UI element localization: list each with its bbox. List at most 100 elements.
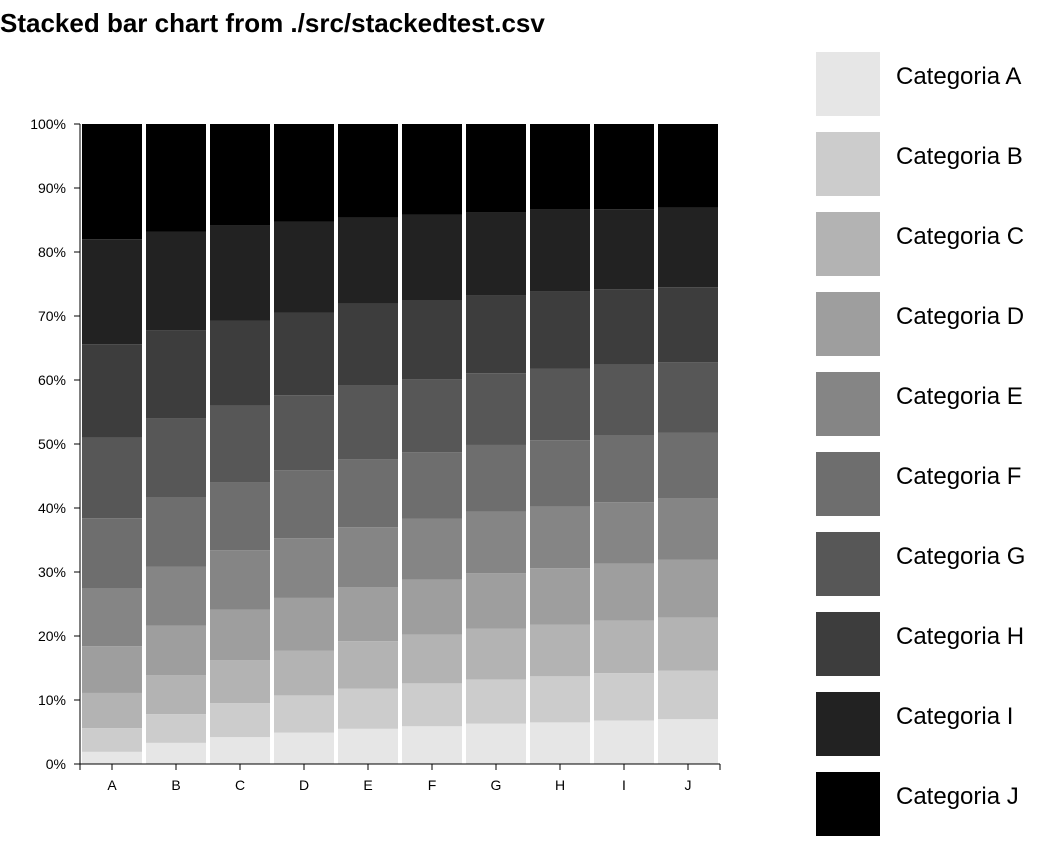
bar-segment-C-5 [210,550,270,610]
legend-label: Categoria H [896,623,1024,650]
bar-segment-D-6 [274,470,334,539]
bar-segment-I-7 [594,364,654,436]
y-tick-label: 70% [38,308,66,324]
x-tick-label-E: E [363,777,372,793]
legend-label: Categoria E [896,383,1023,410]
bar-segment-J-5 [658,498,718,560]
legend-label: Categoria A [896,63,1021,90]
bar-segment-B-4 [146,625,206,676]
bar-segment-F-2 [402,683,462,727]
bar-segment-H-5 [530,506,590,569]
bar-segment-I-3 [594,620,654,674]
legend-label: Categoria J [896,783,1019,810]
bar-segment-E-4 [338,587,398,642]
bar-segment-B-5 [146,566,206,626]
y-tick-label: 10% [38,692,66,708]
legend-label: Categoria D [896,303,1024,330]
bar-segment-B-7 [146,418,206,498]
legend-swatch [816,132,880,196]
bar-segment-E-7 [338,385,398,460]
bar-segment-E-9 [338,217,398,304]
bar-segment-I-10 [594,124,654,210]
bar-segment-B-1 [146,742,206,764]
bar-segment-F-6 [402,452,462,519]
y-axis: 0% 10% 20% 30% 40% 50% 60% 70% 80% 90% 100% [30,116,81,772]
bar-segment-C-1 [210,737,270,764]
bar-segment-A-5 [82,588,142,647]
chart-title: Stacked bar chart from ./src/stackedtest… [0,8,545,38]
bar-segment-B-8 [146,330,206,419]
bar-segment-D-4 [274,597,334,651]
x-tick-label-A: A [107,777,117,793]
x-axis: A B C D E F G H I J [79,763,721,793]
bar-segment-C-2 [210,703,270,738]
y-tick-label: 80% [38,244,66,260]
bar-segment-J-8 [658,287,718,363]
bar-segment-G-8 [466,295,526,374]
bar-segment-C-4 [210,609,270,661]
bar-segment-E-6 [338,459,398,528]
x-tick-label-I: I [622,777,626,793]
bar-segment-C-3 [210,660,270,704]
y-tick-label: 90% [38,180,66,196]
bar-segment-C-7 [210,405,270,483]
bar-segment-E-5 [338,527,398,588]
x-tick-label-D: D [299,777,309,793]
bar-segment-J-3 [658,617,718,671]
legend-swatch [816,292,880,356]
bar-segment-D-1 [274,732,334,764]
bar-segment-C-8 [210,320,270,406]
legend-swatch [816,532,880,596]
bar-segment-C-9 [210,225,270,321]
bar-segment-J-4 [658,559,718,618]
bar-segment-A-7 [82,437,142,519]
bar-segment-G-2 [466,679,526,724]
bar-segment-B-3 [146,675,206,715]
bar-segment-I-4 [594,563,654,621]
bar-segment-H-7 [530,368,590,441]
x-tick-label-C: C [235,777,245,793]
bar-segment-G-4 [466,573,526,629]
bar-segment-F-10 [402,124,462,215]
bar-segment-J-9 [658,207,718,288]
legend-swatch [816,612,880,676]
bar-segment-G-6 [466,444,526,512]
legend-swatch [816,212,880,276]
bar-segment-F-8 [402,300,462,380]
x-tick-label-J: J [685,777,692,793]
y-tick-label: 30% [38,564,66,580]
bar-segment-H-2 [530,676,590,723]
bar-segment-G-5 [466,511,526,574]
bar-segment-I-8 [594,289,654,365]
legend-label: Categoria I [896,703,1013,730]
bar-segment-G-10 [466,124,526,213]
bar-segment-F-1 [402,726,462,764]
legend-label: Categoria F [896,463,1021,490]
bar-segment-F-3 [402,634,462,684]
bar-segment-E-3 [338,641,398,689]
y-tick-label: 0% [46,756,66,772]
bar-segment-A-4 [82,646,142,693]
bar-segment-J-2 [658,670,718,720]
legend-swatch [816,692,880,756]
bar-segment-I-5 [594,502,654,564]
y-tick-label: 60% [38,372,66,388]
legend-swatch [816,452,880,516]
x-tick-label-F: F [428,777,437,793]
bar-segment-J-10 [658,124,718,208]
legend: Categoria A Categoria B Categoria C Categor… [816,52,1025,836]
bar-segment-H-9 [530,209,590,292]
legend-label: Categoria G [896,543,1025,570]
y-tick-label: 100% [30,116,66,132]
bar-segment-F-4 [402,579,462,635]
bar-segment-C-6 [210,482,270,551]
bar-segment-A-2 [82,728,142,752]
bar-segment-F-7 [402,379,462,453]
bar-segment-H-3 [530,624,590,677]
bar-segment-H-1 [530,722,590,764]
bar-segment-G-1 [466,723,526,764]
bar-segment-A-3 [82,692,142,729]
bar-segment-D-2 [274,695,334,733]
bar-segment-D-10 [274,124,334,222]
